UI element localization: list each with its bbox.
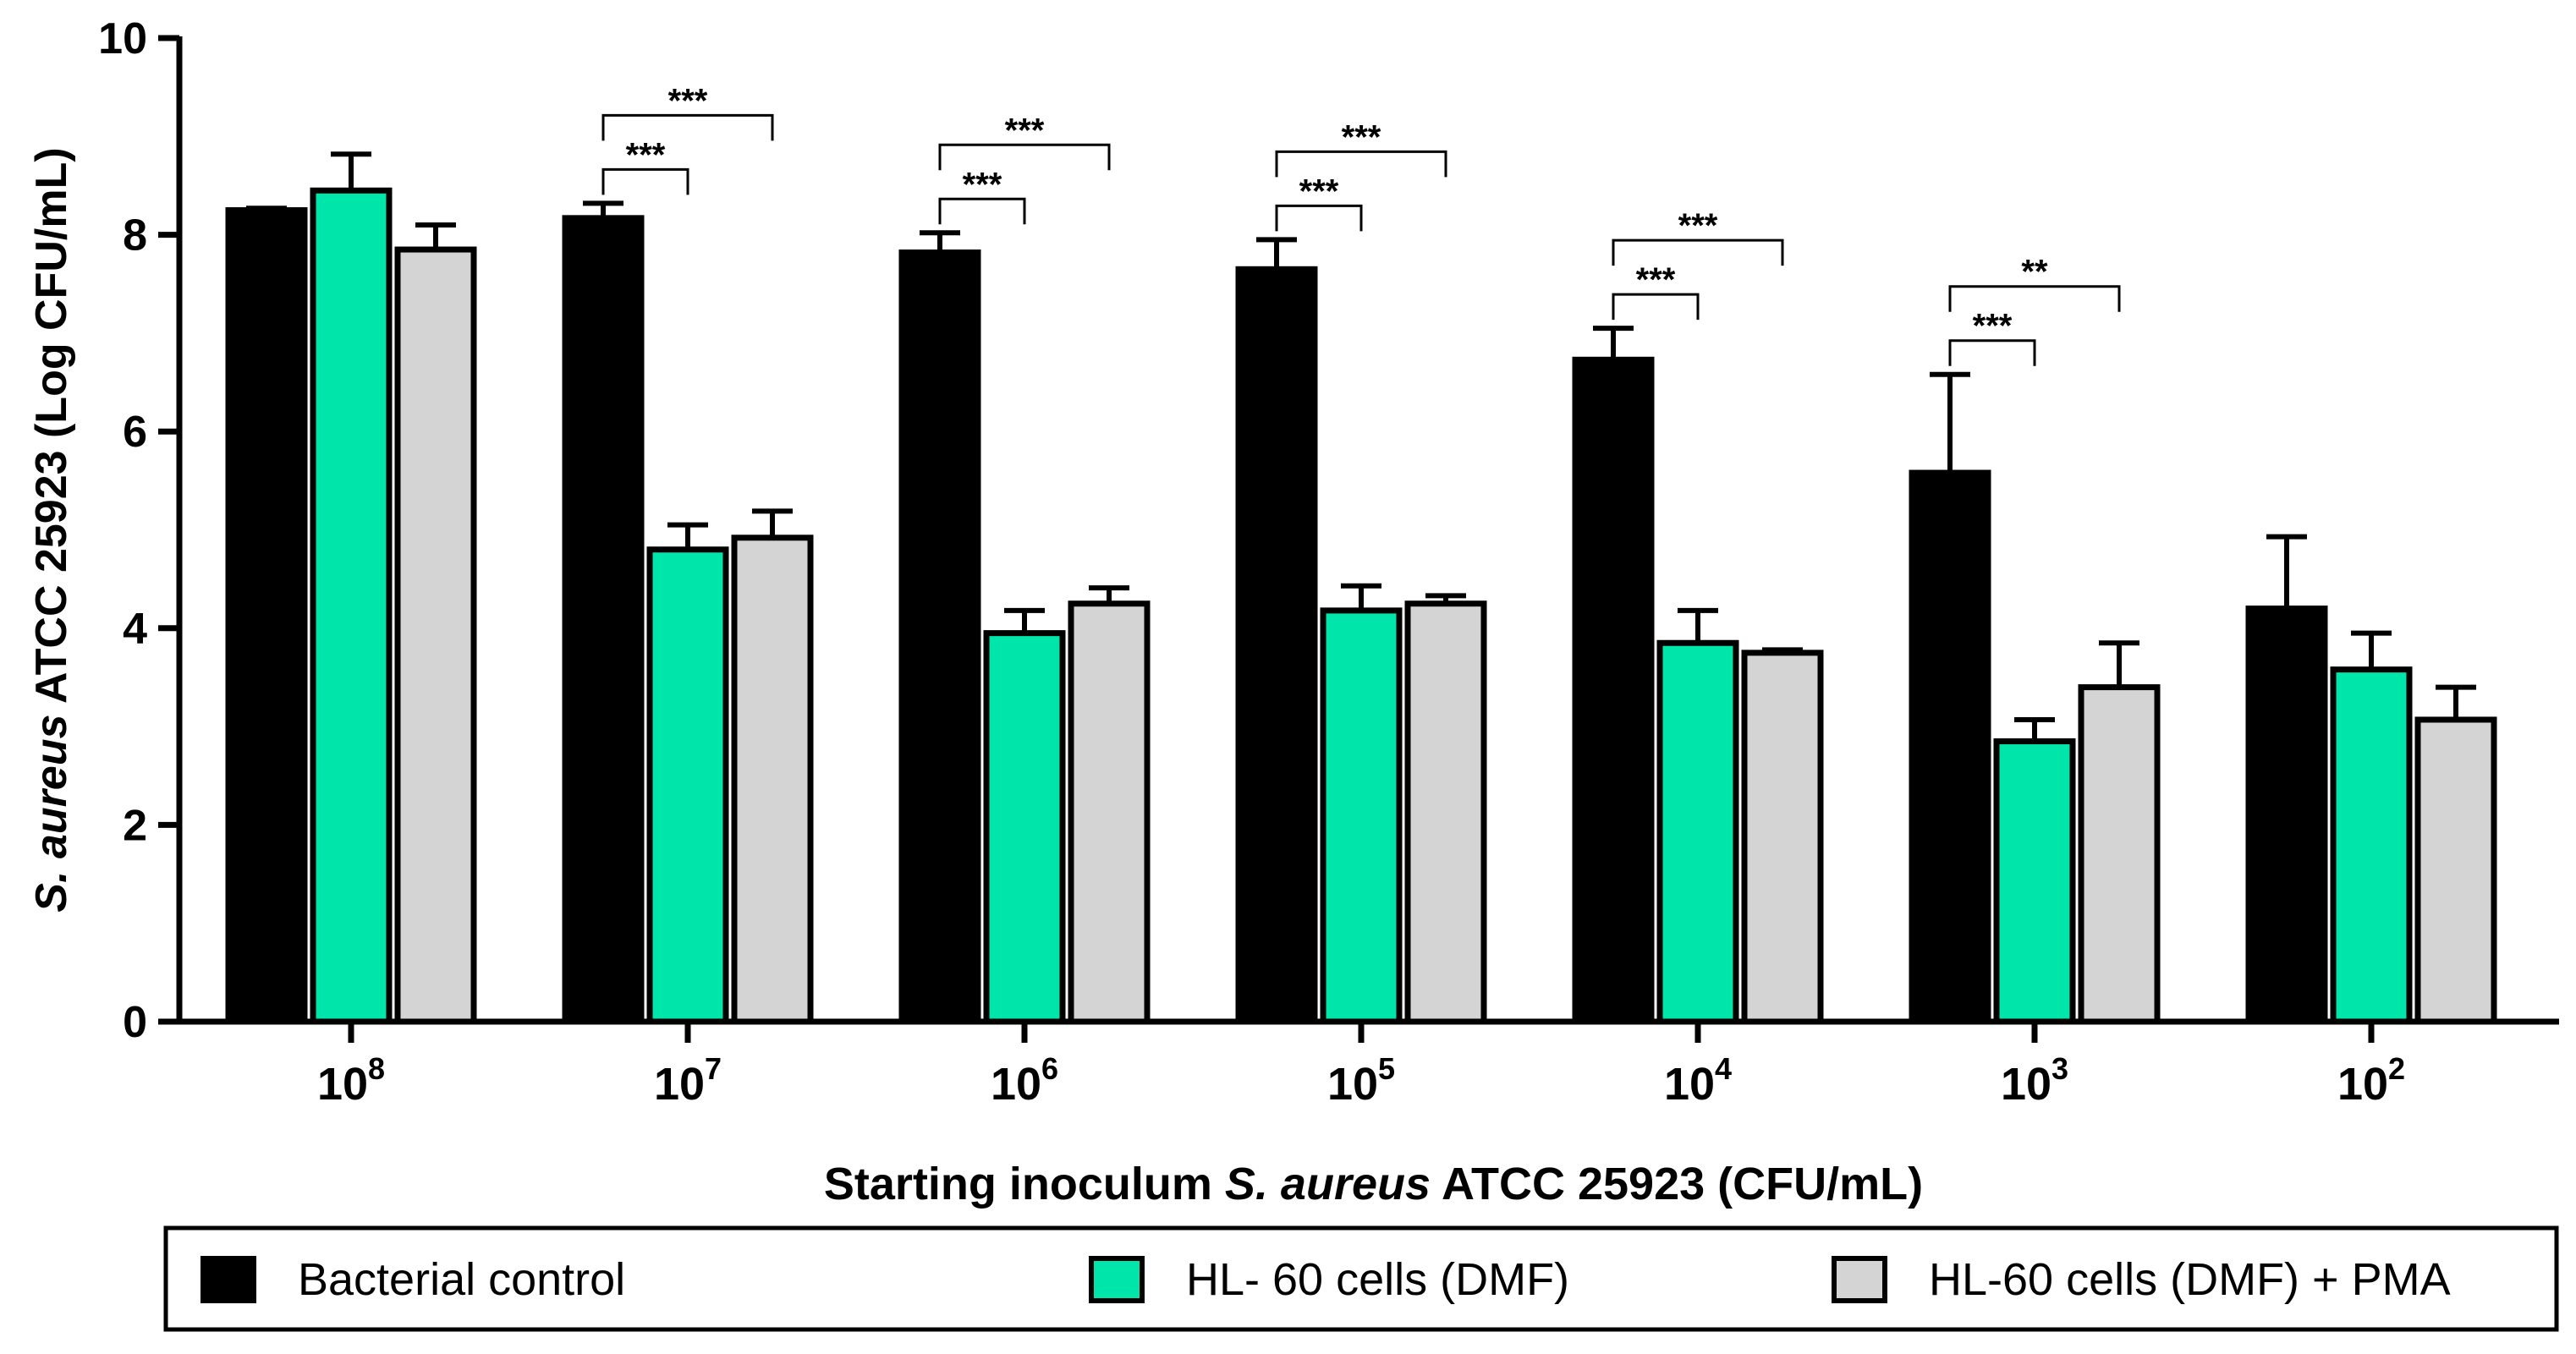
significance-bracket (1948, 339, 2036, 366)
significance-brackets: ***************************** (601, 82, 2121, 366)
x-tick-label: 107 (654, 1051, 722, 1110)
significance-bracket (938, 143, 1111, 171)
significance-bracket (1275, 150, 1447, 178)
significance-label: ** (2021, 254, 2048, 291)
legend: Bacterial control HL- 60 cells (DMF) HL-60… (163, 1225, 2559, 1332)
x-axis-title-suffix: ATCC 25923 (CFU/mL) (1431, 1159, 1923, 1209)
y-tick-label: 2 (123, 801, 147, 850)
x-axis-title-prefix: Starting inoculum (824, 1159, 1225, 1209)
bar-pma (2078, 684, 2161, 1025)
legend-box (163, 1225, 2559, 1332)
legend-swatch-pma (1832, 1256, 1887, 1303)
bar-pma (731, 534, 814, 1025)
x-tick-label-base: 10 (2337, 1059, 2388, 1110)
y-axis-title-italic: S. aureus (27, 715, 76, 913)
bar-dmf (1320, 607, 1403, 1025)
legend-label-pma: HL-60 cells (DMF) + PMA (1929, 1254, 2451, 1305)
x-tick-label-base: 10 (991, 1059, 1041, 1110)
legend-label-control: Bacterial control (298, 1254, 625, 1305)
significance-bracket (938, 197, 1026, 225)
significance-bracket (1275, 204, 1363, 232)
x-tick-label-base: 10 (2001, 1059, 2051, 1110)
y-axis-title: S. aureus ATCC 25923 (Log CFU/mL) (27, 147, 76, 912)
bar-dmf (2330, 666, 2413, 1025)
x-tick-label-exponent: 4 (1715, 1051, 1732, 1086)
x-axis-title: Starting inoculum S. aureus ATCC 25923 (… (824, 1159, 1923, 1209)
x-tick-label: 106 (991, 1051, 1058, 1110)
y-tick-label: 6 (123, 408, 147, 457)
x-tick-label-exponent: 8 (368, 1051, 385, 1086)
x-tick-label-base: 10 (1664, 1059, 1715, 1110)
bar-pma (1741, 650, 1824, 1025)
significance-label: *** (1636, 261, 1676, 299)
significance-label: *** (1005, 112, 1045, 149)
y-tick-label: 0 (123, 998, 147, 1047)
significance-label: *** (1678, 207, 1718, 244)
bar-pma (2414, 716, 2497, 1025)
bar-dmf (1993, 738, 2076, 1025)
significance-bracket (601, 113, 774, 141)
bar-control (2245, 606, 2328, 1025)
legend-swatch-dmf (1089, 1256, 1145, 1303)
x-tick-label: 102 (2337, 1051, 2405, 1110)
x-tick-label-exponent: 7 (705, 1051, 722, 1086)
y-tick-label: 8 (123, 211, 147, 260)
significance-label: *** (1299, 173, 1339, 210)
bar-dmf (646, 546, 729, 1025)
significance-label: *** (668, 82, 708, 119)
bar-control (1572, 356, 1655, 1025)
x-tick-label-base: 10 (654, 1059, 705, 1110)
bar-control (898, 249, 981, 1025)
legend-label-dmf: HL- 60 cells (DMF) (1186, 1254, 1569, 1305)
bars (225, 151, 2497, 1025)
significance-bracket (1612, 238, 1784, 266)
bar-control (1909, 469, 1991, 1025)
significance-label: *** (1973, 308, 2013, 345)
x-tick-label-exponent: 6 (1041, 1051, 1058, 1086)
significance-bracket (1948, 285, 2121, 312)
x-tick-label-exponent: 3 (2051, 1051, 2068, 1086)
significance-label: *** (1342, 118, 1381, 156)
x-tick-label-base: 10 (1327, 1059, 1378, 1110)
x-tick-label-exponent: 5 (1378, 1051, 1395, 1086)
x-tick-label: 104 (1664, 1051, 1732, 1110)
bar-dmf (310, 187, 393, 1025)
significance-label: *** (626, 136, 666, 173)
bar-dmf (1656, 639, 1739, 1025)
significance-bracket (601, 167, 689, 195)
bar-control (562, 215, 645, 1025)
x-tick-label-base: 10 (317, 1059, 368, 1110)
y-tick-label: 10 (98, 14, 147, 63)
x-tick-label: 105 (1327, 1051, 1395, 1110)
x-tick-label: 108 (317, 1051, 385, 1110)
bar-dmf (983, 630, 1066, 1025)
bar-control (1235, 266, 1318, 1025)
bar-pma (1404, 600, 1487, 1025)
significance-label: *** (963, 166, 1002, 203)
bar-pma (1068, 600, 1151, 1025)
x-tick-label-exponent: 2 (2388, 1051, 2405, 1086)
y-tick-label: 4 (123, 605, 147, 654)
significance-bracket (1612, 293, 1700, 321)
x-axis-title-italic: S. aureus (1225, 1159, 1431, 1209)
x-tick-label: 103 (2001, 1051, 2068, 1110)
bar-pma (394, 246, 477, 1025)
bar-control (225, 207, 308, 1025)
y-axis-title-rest: ATCC 25923 (Log CFU/mL) (27, 147, 76, 714)
legend-swatch-control (200, 1256, 256, 1303)
